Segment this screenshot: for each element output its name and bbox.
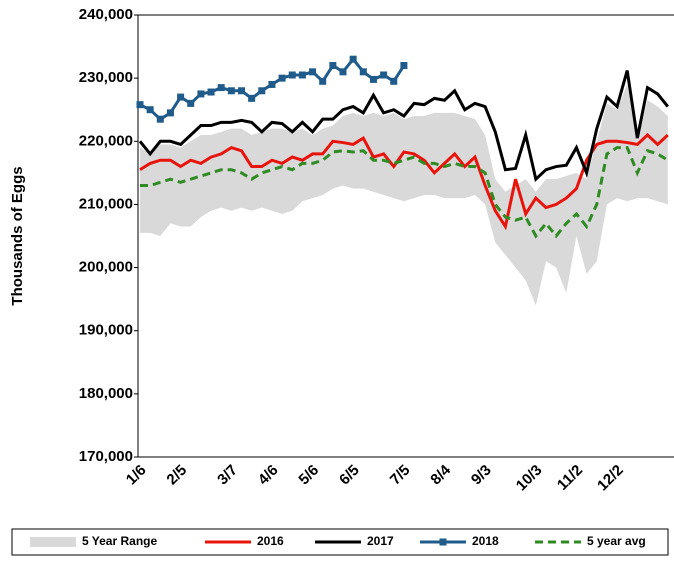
point-marker (278, 74, 286, 82)
point-marker (400, 62, 408, 70)
y-tick-label: 220,000 (79, 132, 133, 149)
x-tick-label: 9/3 (468, 462, 495, 489)
point-marker (146, 106, 154, 114)
y-tick-label: 230,000 (79, 69, 133, 86)
y-tick-label: 190,000 (79, 322, 133, 339)
legend-swatch (30, 537, 76, 547)
legend-label: 5 year avg (587, 534, 646, 548)
point-marker (136, 101, 144, 109)
point-marker (248, 94, 256, 102)
point-marker (156, 115, 164, 123)
x-tick-label: 3/7 (214, 462, 241, 489)
series-line (139, 132, 669, 231)
y-axis-title: Thousands of Eggs (9, 166, 26, 305)
legend-label: 2016 (257, 534, 284, 548)
point-marker (339, 68, 347, 76)
series-line (138, 70, 669, 183)
point-marker (166, 109, 174, 117)
range-area (140, 84, 668, 306)
legend-label: 2017 (367, 534, 394, 548)
x-tick-label: 4/6 (255, 462, 282, 489)
x-tick-label: 2/5 (163, 462, 190, 489)
point-marker (359, 68, 367, 76)
legend-box (11, 528, 669, 556)
x-tick-label: 1/6 (123, 462, 150, 489)
point-marker (349, 55, 357, 63)
legend-marker (439, 538, 447, 546)
y-tick-label: 180,000 (79, 385, 133, 402)
point-marker (238, 87, 245, 95)
point-marker (329, 62, 337, 70)
point-marker (197, 90, 205, 98)
point-marker (258, 87, 266, 95)
point-marker (268, 80, 276, 88)
point-marker (217, 84, 225, 92)
y-tick-label: 170,000 (79, 448, 133, 465)
y-tick-label: 240,000 (79, 6, 133, 23)
y-tick-label: 200,000 (79, 259, 133, 276)
point-marker (207, 88, 215, 96)
x-tick-label: 12/2 (594, 462, 627, 495)
point-marker (298, 71, 306, 79)
legend: 5 Year Range 2016 2017 2018 5 year avg (30, 534, 646, 548)
x-tick-label: 8/4 (427, 461, 454, 488)
legend-label: 5 Year Range (82, 534, 157, 548)
point-marker (380, 71, 388, 79)
point-marker (187, 99, 195, 107)
point-marker (369, 75, 377, 83)
series-line (140, 146, 669, 239)
point-marker (309, 68, 317, 76)
point-marker (177, 93, 185, 101)
point-marker (227, 87, 235, 95)
x-tick-label: 6/5 (336, 462, 363, 489)
x-tick-label: 7/5 (387, 462, 414, 489)
x-tick-label: 5/6 (295, 462, 322, 489)
point-marker (390, 77, 398, 85)
legend-label: 2018 (472, 534, 499, 548)
y-tick-label: 210,000 (79, 195, 133, 212)
point-marker (288, 71, 296, 79)
point-marker (319, 77, 327, 85)
x-tick-label: 10/3 (513, 462, 546, 495)
x-tick-label: 11/2 (554, 462, 586, 494)
